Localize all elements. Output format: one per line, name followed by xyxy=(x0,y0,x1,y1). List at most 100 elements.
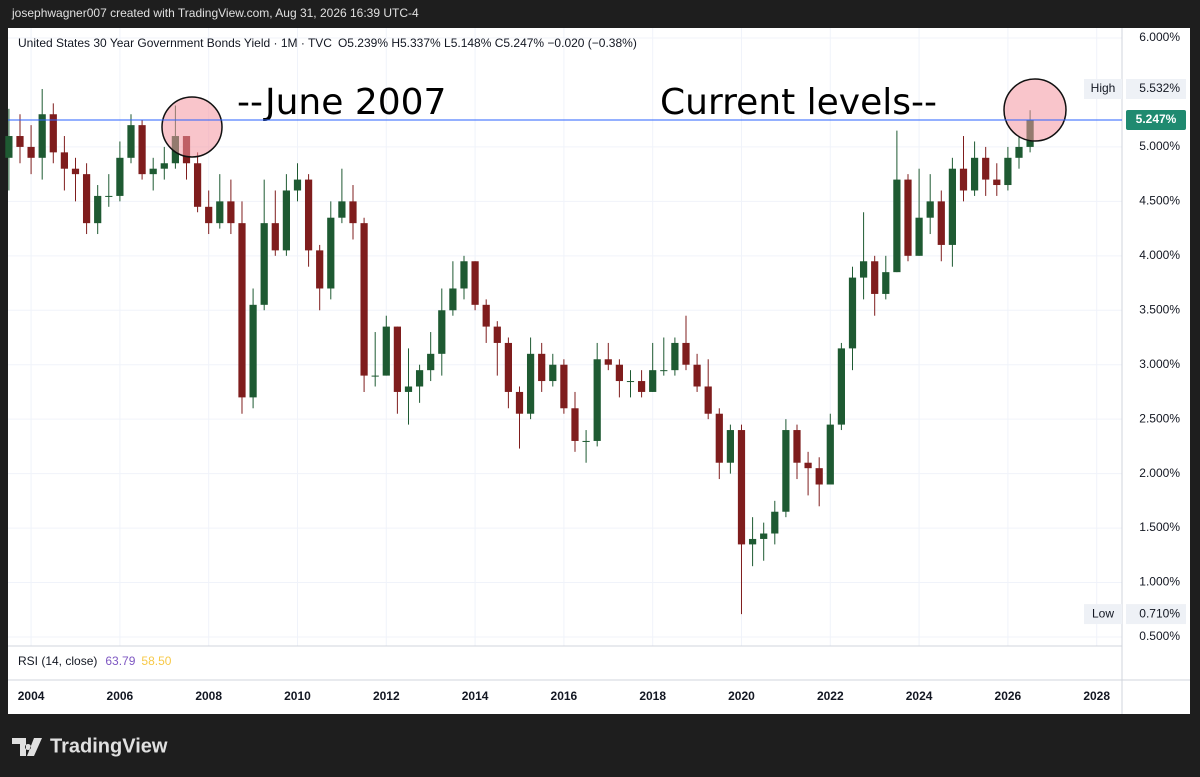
footer: TradingView xyxy=(12,735,168,757)
candle-body xyxy=(82,174,91,224)
candle-body xyxy=(438,310,446,354)
candle-body xyxy=(904,179,912,256)
candle-body xyxy=(604,359,612,365)
candle-body xyxy=(538,353,546,382)
candle-body xyxy=(748,538,757,545)
candle-body xyxy=(993,179,1001,186)
candle-body xyxy=(637,381,646,392)
marker-tag: Low xyxy=(1092,606,1114,620)
candle-body xyxy=(693,364,701,387)
x-tick-label: 2004 xyxy=(18,689,45,703)
candle-body xyxy=(970,157,979,191)
candle-body xyxy=(449,288,457,311)
candle-body xyxy=(227,201,235,224)
candle-body xyxy=(149,168,157,175)
candle-body xyxy=(804,462,812,469)
candle-body xyxy=(626,381,635,383)
candle-body xyxy=(660,370,668,372)
candle-body xyxy=(160,163,168,169)
candle-body xyxy=(27,146,35,158)
marker-box xyxy=(1126,604,1186,625)
x-tick-label: 2020 xyxy=(728,689,755,703)
last-price-label: 5.247% xyxy=(1136,112,1177,126)
candle-body xyxy=(593,359,601,441)
candle-body xyxy=(793,430,801,463)
candle-body xyxy=(471,261,479,305)
candle-body xyxy=(948,168,956,245)
candle-body xyxy=(571,408,579,441)
marker-box xyxy=(1126,78,1186,99)
candle-body xyxy=(615,364,623,382)
candle-body xyxy=(715,413,723,463)
candle-body xyxy=(737,430,746,545)
candle-body xyxy=(460,261,468,289)
highlight-circle xyxy=(1003,78,1067,142)
candle-body xyxy=(848,277,857,349)
candle-body xyxy=(260,223,268,305)
x-tick-label: 2016 xyxy=(551,689,578,703)
x-tick-label: 2024 xyxy=(906,689,933,703)
candle-body xyxy=(138,125,146,175)
y-tick-label: 0.500% xyxy=(1139,629,1180,643)
candle-body xyxy=(515,391,524,414)
candle-body xyxy=(16,136,24,147)
candle-body xyxy=(704,386,712,414)
candle-body xyxy=(1004,157,1012,186)
candle-body xyxy=(415,370,424,387)
x-tick-label: 2018 xyxy=(639,689,666,703)
candle-body xyxy=(216,201,224,224)
x-tick-label: 2006 xyxy=(107,689,134,703)
chart-title: United States 30 Year Government Bonds Y… xyxy=(18,36,637,50)
candle-body xyxy=(959,168,968,191)
candle-body xyxy=(60,152,68,169)
x-tick-label: 2022 xyxy=(817,689,844,703)
candle-body xyxy=(937,201,945,245)
candle-body xyxy=(427,353,435,371)
series-name: United States 30 Year Government Bonds Y… xyxy=(18,36,332,50)
rsi-label: RSI (14, close) 63.79 58.50 xyxy=(18,654,172,668)
y-tick-label: 2.500% xyxy=(1139,411,1180,425)
candle-body xyxy=(726,430,734,463)
candle-body xyxy=(404,386,413,392)
candle-body xyxy=(926,201,934,218)
candle-body xyxy=(760,533,768,539)
ohlc-values: O5.239% H5.337% L5.148% C5.247% −0.020 (… xyxy=(338,36,637,50)
candle-body xyxy=(271,223,279,251)
x-tick-label: 2010 xyxy=(284,689,311,703)
candle-body xyxy=(238,223,246,398)
candle-body xyxy=(338,201,346,218)
y-tick-label: 1.000% xyxy=(1139,575,1180,589)
annotation: Current levels-- xyxy=(660,82,937,123)
y-tick-label: 6.000% xyxy=(1139,30,1180,44)
candle-body xyxy=(526,353,535,414)
candle-body xyxy=(893,179,901,273)
candle-body xyxy=(316,250,324,289)
candle-body xyxy=(671,342,679,371)
candle-body xyxy=(371,375,379,377)
x-tick-label: 2026 xyxy=(995,689,1022,703)
candle-body xyxy=(193,163,202,207)
y-tick-label: 5.000% xyxy=(1139,139,1180,153)
candle-body xyxy=(282,190,290,251)
candle-body xyxy=(682,342,690,365)
candle-body xyxy=(116,157,124,196)
rsi-value: 63.79 xyxy=(105,654,135,668)
candle-body xyxy=(504,342,512,392)
grid xyxy=(8,28,1122,646)
candle-body xyxy=(871,261,879,294)
last-price-box xyxy=(1126,110,1186,131)
candle-body xyxy=(127,125,135,158)
candle-body xyxy=(382,326,390,376)
header-text: josephwagner007 created with TradingView… xyxy=(11,6,419,20)
candle-body xyxy=(1015,146,1023,158)
candle-body xyxy=(304,179,313,251)
candles xyxy=(5,88,1034,615)
candle-body xyxy=(915,217,923,256)
candle-body xyxy=(293,179,302,191)
y-tick-label: 3.500% xyxy=(1139,302,1180,316)
candle-body xyxy=(982,157,990,180)
candle-body xyxy=(205,206,213,224)
candle-body xyxy=(71,168,80,175)
candle-body xyxy=(826,424,834,485)
